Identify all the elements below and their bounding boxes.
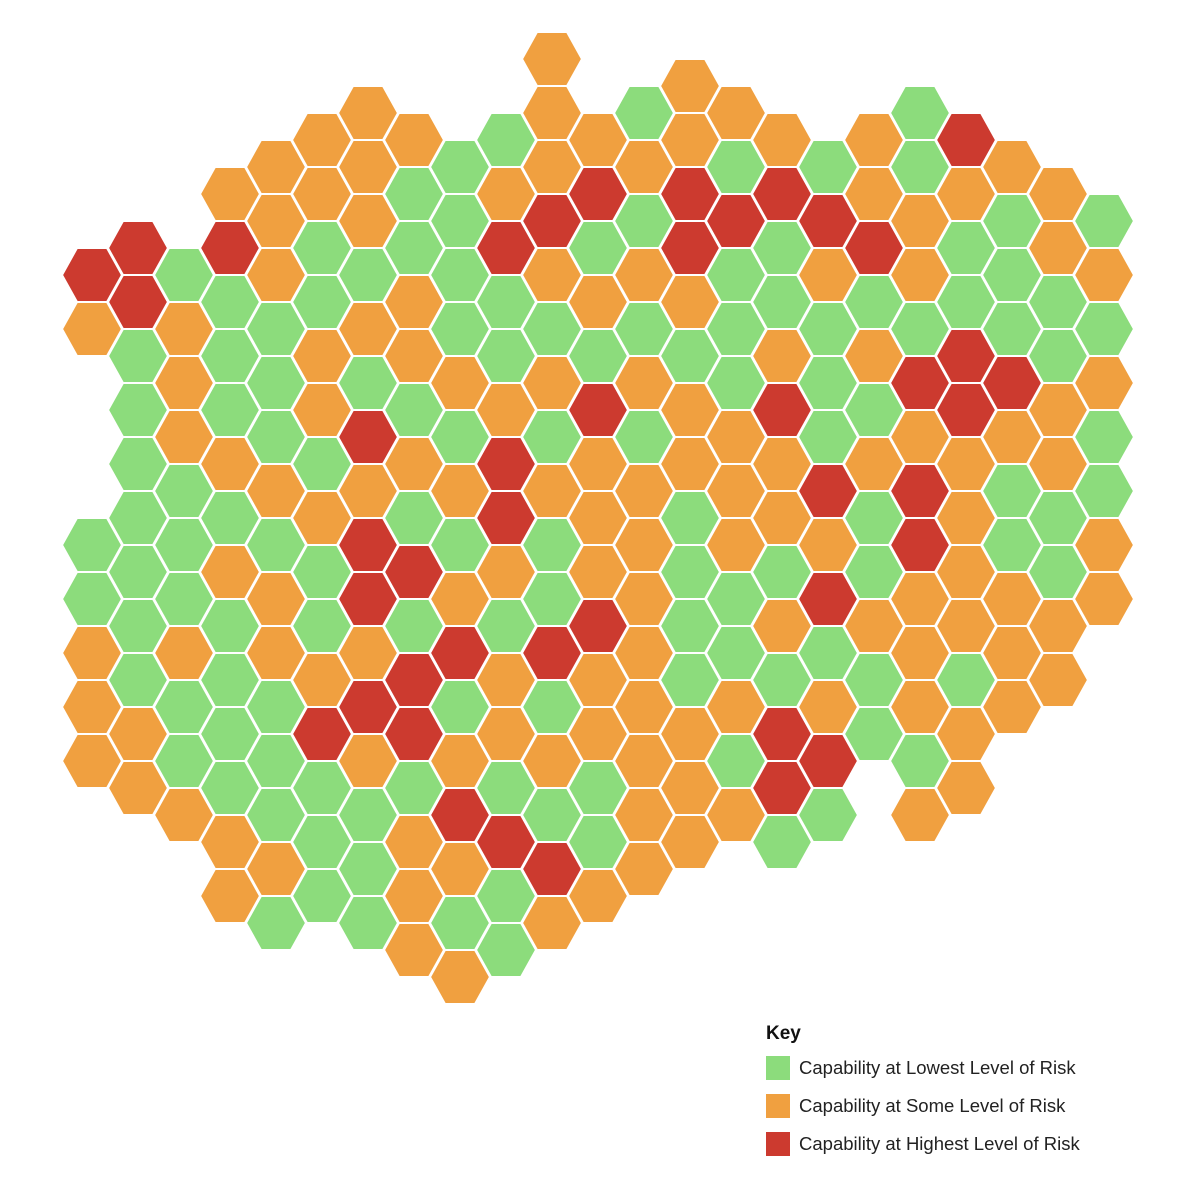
legend: Key Capability at Lowest Level of Risk C…: [766, 1020, 1166, 1168]
legend-item-highest-risk: Capability at Highest Level of Risk: [766, 1130, 1166, 1158]
hex-cell-lowest-risk: [244, 895, 308, 951]
hex-cell-some-risk: [520, 31, 584, 87]
hex-cell-some-risk: [888, 787, 952, 843]
legend-item-lowest-risk: Capability at Lowest Level of Risk: [766, 1054, 1166, 1082]
legend-title: Key: [766, 1023, 801, 1044]
legend-label-lowest-risk: Capability at Lowest Level of Risk: [799, 1057, 1076, 1078]
legend-swatch-lowest-risk: [766, 1056, 790, 1080]
legend-swatch-some-risk: [766, 1094, 790, 1118]
legend-label-highest-risk: Capability at Highest Level of Risk: [799, 1133, 1080, 1154]
legend-swatch-highest-risk: [766, 1132, 790, 1156]
hex-cell-lowest-risk: [750, 814, 814, 870]
legend-item-some-risk: Capability at Some Level of Risk: [766, 1092, 1166, 1120]
hex-cell-some-risk: [428, 949, 492, 1005]
legend-label-some-risk: Capability at Some Level of Risk: [799, 1095, 1066, 1116]
